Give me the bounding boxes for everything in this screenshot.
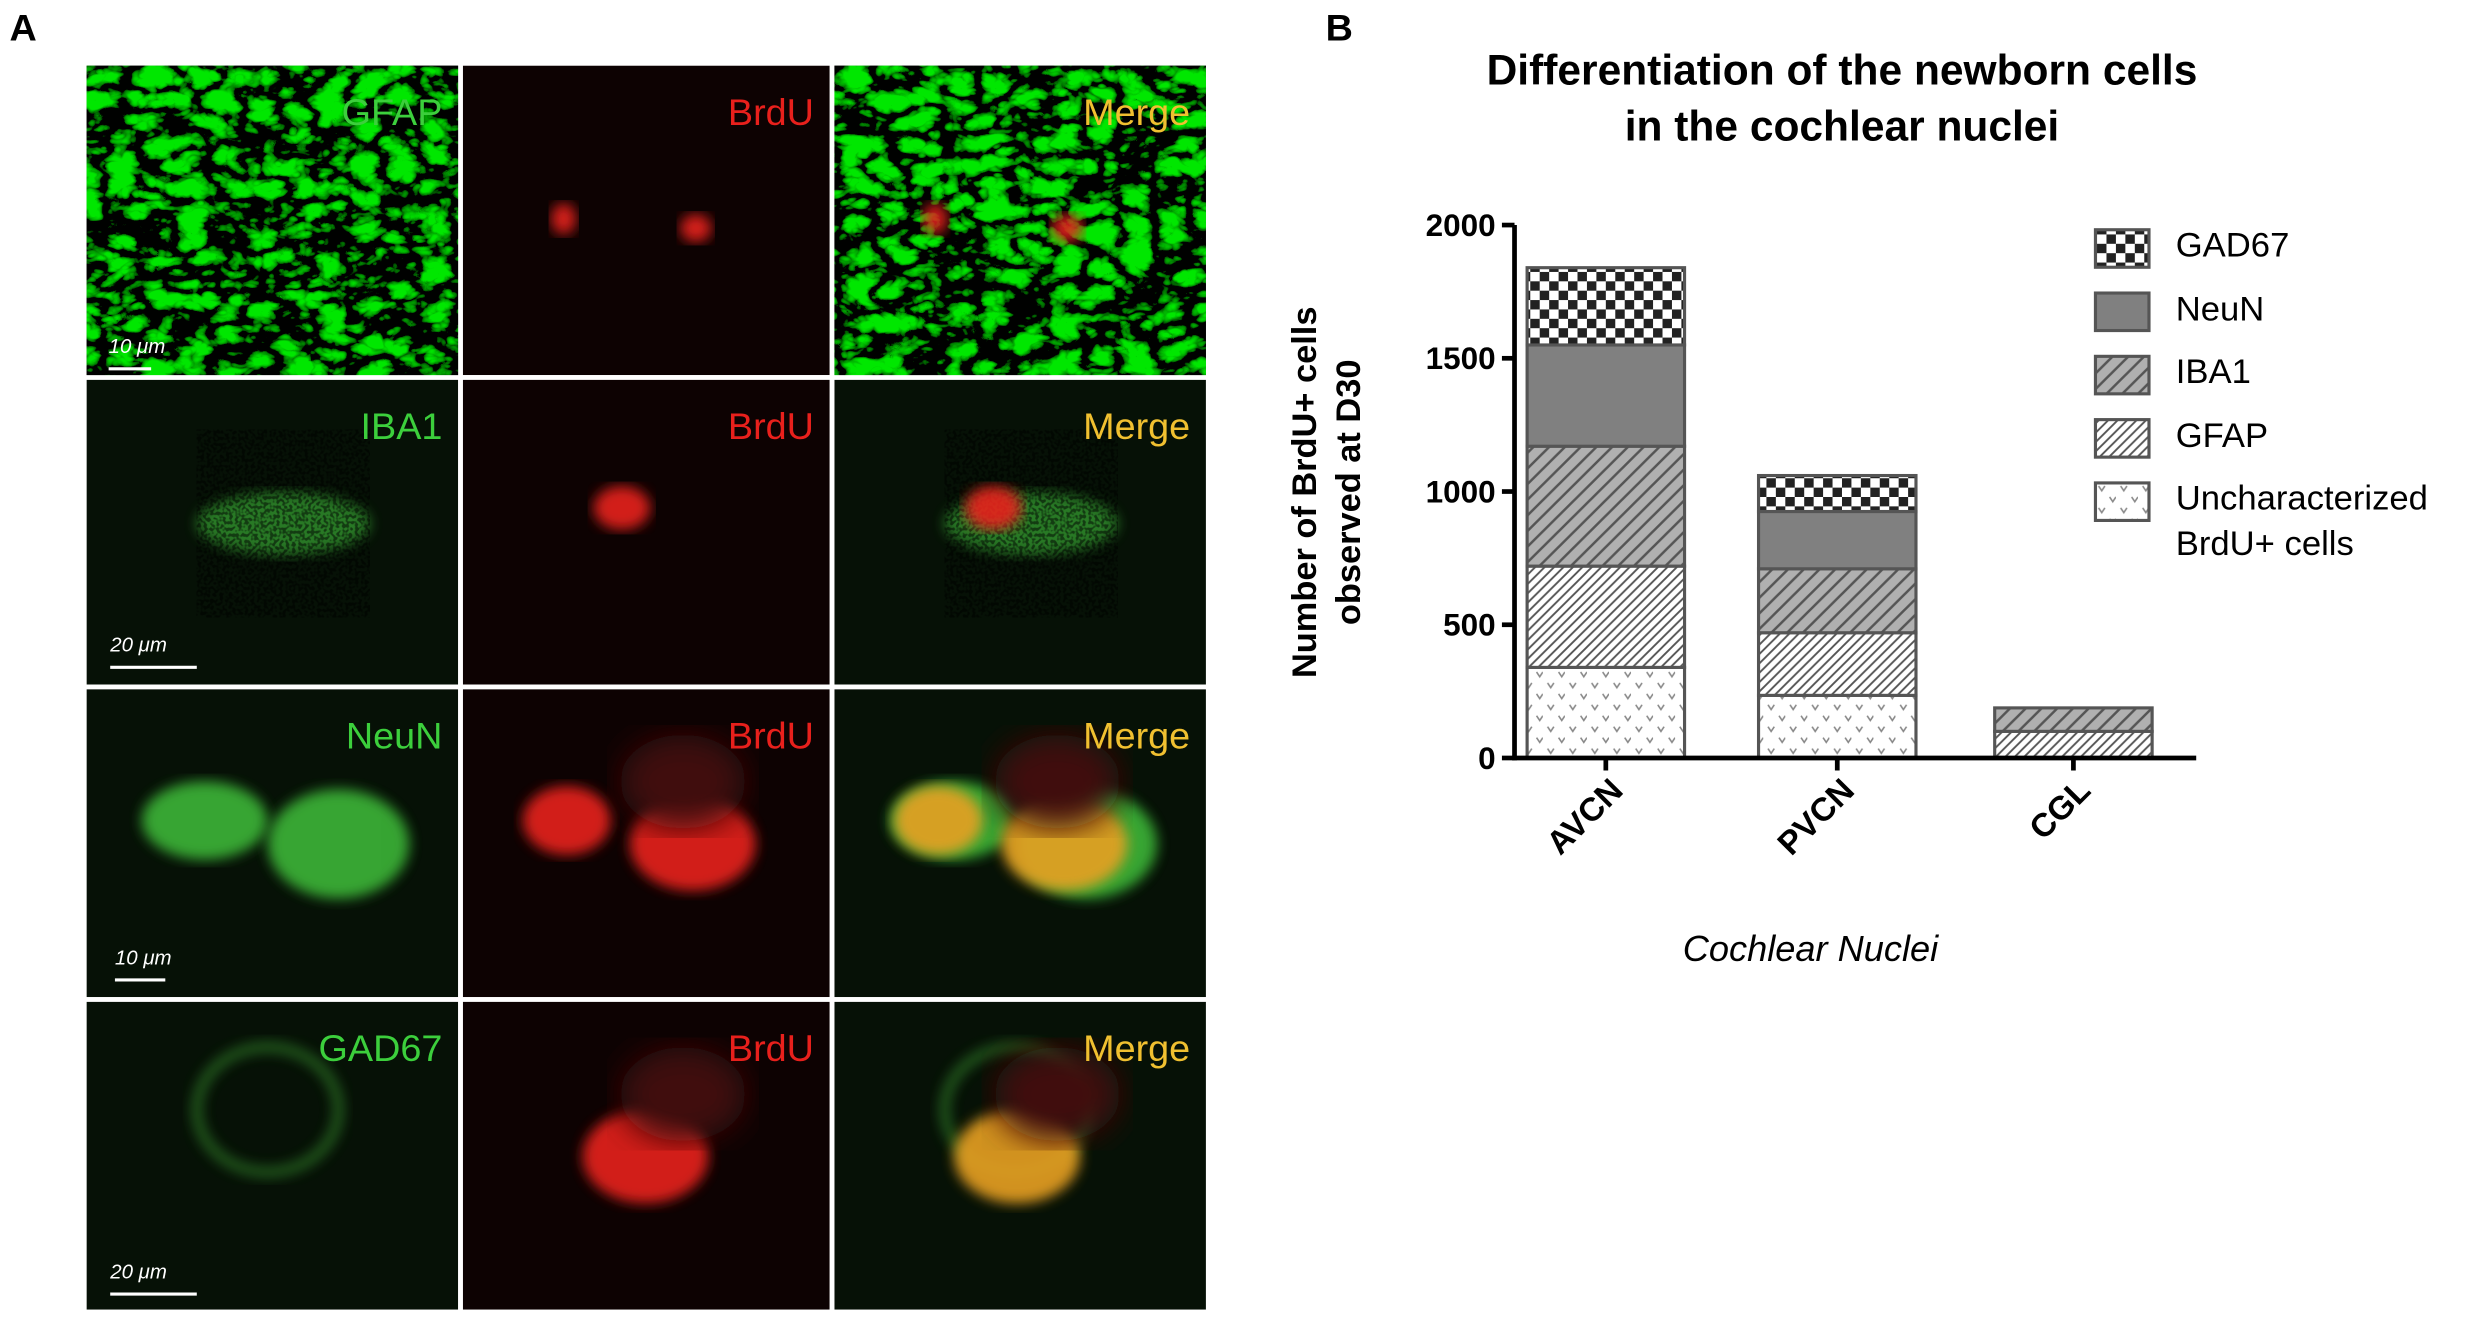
red-signal xyxy=(551,203,577,235)
bar-segment xyxy=(1525,266,1687,347)
stain-label: Merge xyxy=(1083,91,1190,133)
micrograph: GAD67 xyxy=(86,1001,459,1310)
red-signal xyxy=(1051,214,1084,243)
micrograph: BrdU xyxy=(462,379,830,685)
legend-label-box: Uncharacterized BrdU+ cells xyxy=(2175,478,2428,563)
green-signal xyxy=(192,1042,344,1177)
image-bg xyxy=(462,379,830,685)
legend-label-box: GAD67 xyxy=(2175,225,2290,265)
micrograph: Merge xyxy=(834,689,1206,998)
green-signal xyxy=(267,789,410,899)
stain-label: BrdU xyxy=(728,1027,814,1069)
y-tick-label: 1000 xyxy=(1426,475,1496,510)
red-signal xyxy=(593,486,651,530)
bar-segment xyxy=(1993,729,2154,760)
bar-segment xyxy=(1756,567,1918,635)
x-tick-label: PVCN xyxy=(1770,771,1861,862)
micrograph: BrdU xyxy=(462,65,830,376)
legend-label-box: IBA1 xyxy=(2175,351,2251,391)
red-signal xyxy=(965,486,1022,530)
y-axis-label: Number of BrdU+ cells xyxy=(1286,307,1324,679)
legend-label-box: GFAP xyxy=(2175,414,2269,455)
micrograph: Merge xyxy=(834,1001,1206,1310)
stain-label: Merge xyxy=(1083,405,1190,447)
red-signal xyxy=(894,786,983,855)
micrograph: IBA1 xyxy=(86,379,459,685)
legend-label-box: NeuN xyxy=(2175,288,2265,328)
micrograph: NeuN xyxy=(86,689,459,998)
chart-title: Differentiation of the newborn cells xyxy=(1487,47,2198,94)
micrograph-grid: GFAP BrdU Merge 10 μm IBA1 BrdU Merge 20 μm NeuN… xyxy=(86,65,1206,1310)
legend-label: Uncharacterized BrdU+ cells xyxy=(2175,478,2428,563)
y-axis-label: observed at D30 xyxy=(1330,360,1368,626)
background-glow xyxy=(994,1047,1121,1142)
scale-label: 20 μm xyxy=(109,635,167,657)
stain-label: BrdU xyxy=(728,91,814,133)
chart-title: in the cochlear nuclei xyxy=(1625,103,2060,150)
stain-label: IBA1 xyxy=(361,405,443,447)
scale-label: 10 μm xyxy=(115,947,172,969)
x-axis-label: Cochlear Nuclei xyxy=(1683,928,1939,969)
y-tick-label: 2000 xyxy=(1426,208,1496,243)
micrograph: Merge xyxy=(834,379,1206,685)
fibers xyxy=(86,65,459,376)
red-signal xyxy=(522,786,611,855)
speckle xyxy=(196,429,370,618)
image-bg xyxy=(86,1001,459,1310)
bar-segment xyxy=(1756,509,1918,571)
x-tick-label: CGL xyxy=(2022,771,2098,846)
bar-segment xyxy=(1525,343,1687,448)
legend-label: IBA1 xyxy=(2175,351,2251,391)
micrograph: BrdU xyxy=(462,689,830,998)
background-glow xyxy=(619,734,746,829)
scale-label: 20 μm xyxy=(109,1261,167,1283)
stain-label: Merge xyxy=(1083,1027,1190,1069)
chart: Differentiation of the newborn cells in t… xyxy=(1286,47,2428,970)
bar-segment xyxy=(1756,631,1918,697)
legend-swatch xyxy=(2093,481,2151,522)
legend-swatch xyxy=(2093,228,2151,269)
legend-label: GAD67 xyxy=(2175,225,2290,265)
bar-segment xyxy=(1756,473,1918,514)
stain-label: NeuN xyxy=(346,715,443,757)
x-tick-label: AVCN xyxy=(1539,771,1630,861)
bar-segment xyxy=(1525,564,1687,669)
y-tick-label: 500 xyxy=(1443,608,1496,643)
panel-label: A xyxy=(9,7,36,49)
legend-swatch xyxy=(2093,418,2151,459)
bar-segment xyxy=(1525,665,1687,760)
micrograph: Merge xyxy=(834,65,1206,376)
stain-label: Merge xyxy=(1083,715,1190,757)
legend-label: NeuN xyxy=(2175,288,2265,328)
image-bg xyxy=(462,65,830,376)
stain-label: GFAP xyxy=(342,91,443,133)
red-signal xyxy=(922,203,948,235)
stain-label: GAD67 xyxy=(319,1027,443,1069)
speckle xyxy=(944,429,1118,618)
legend-swatch xyxy=(2093,291,2151,333)
green-signal xyxy=(141,781,268,860)
background-glow xyxy=(619,1047,746,1142)
scale-label: 10 μm xyxy=(109,336,166,358)
micrograph: GFAP xyxy=(86,65,459,376)
legend-swatch xyxy=(2093,354,2151,396)
bar-segment xyxy=(1756,693,1918,760)
background-glow xyxy=(994,734,1121,829)
fibers xyxy=(834,65,1206,376)
panel-label: B xyxy=(1326,7,1353,49)
micrograph: BrdU xyxy=(462,1001,830,1310)
red-signal xyxy=(680,214,712,243)
legend-label: GFAP xyxy=(2175,414,2269,455)
y-tick-label: 1500 xyxy=(1426,341,1496,376)
stain-label: BrdU xyxy=(728,405,814,447)
bar-segment xyxy=(1993,706,2154,733)
stain-label: BrdU xyxy=(728,715,814,757)
y-tick-label: 0 xyxy=(1478,741,1496,776)
bar-segment xyxy=(1525,444,1687,568)
